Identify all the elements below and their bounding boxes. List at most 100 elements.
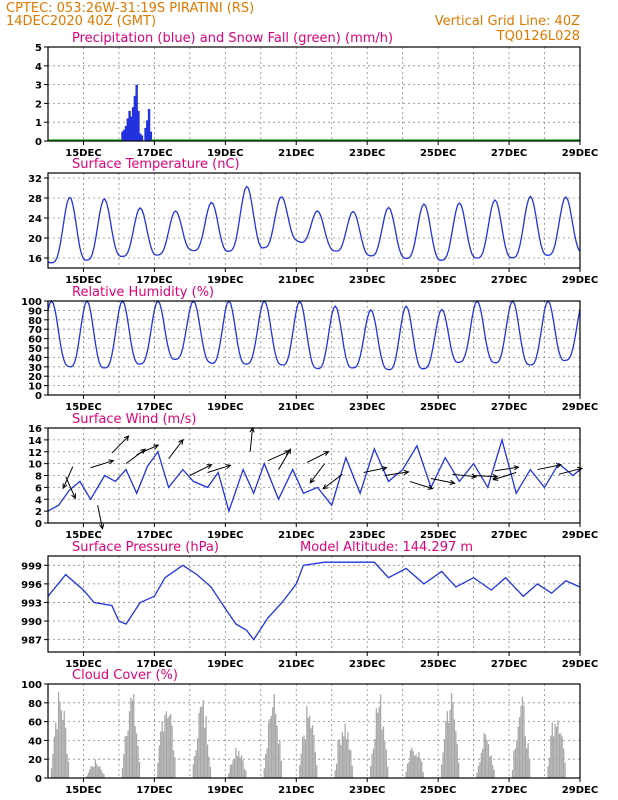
cloud-bar xyxy=(239,757,241,778)
cloud-bar xyxy=(55,722,57,778)
cloud-bar xyxy=(171,725,173,778)
precip-bar xyxy=(126,118,129,141)
y-tick-label: 0 xyxy=(35,774,42,785)
y-tick-label: 70 xyxy=(28,325,42,336)
y-tick-label: 10 xyxy=(28,460,42,471)
y-tick-label: 999 xyxy=(21,561,42,572)
cloud-bar xyxy=(265,754,267,778)
x-tick-label: 23DEC xyxy=(349,785,385,796)
precip-bar xyxy=(144,127,147,141)
cloud-bar xyxy=(414,755,416,778)
x-tick-label: 21DEC xyxy=(278,530,314,541)
x-tick-label: 25DEC xyxy=(420,275,456,286)
cloud-bar xyxy=(527,743,529,778)
cloud-bar xyxy=(517,726,519,778)
cloud-bar xyxy=(311,725,314,778)
cloud-bar xyxy=(411,747,413,778)
cloud-bar xyxy=(66,753,68,778)
cloud-bar xyxy=(560,733,562,778)
wind-arrow-head xyxy=(99,523,105,530)
x-tick-label: 15DEC xyxy=(65,148,101,159)
precip-bar xyxy=(128,110,131,141)
cloud-bar xyxy=(442,752,444,778)
cloud-bar xyxy=(347,731,349,778)
wind-speed-line xyxy=(47,437,581,514)
x-tick-label: 23DEC xyxy=(349,659,385,670)
wind-arrow-head xyxy=(178,438,184,445)
cloud-bar xyxy=(236,755,238,778)
x-tick-label: 19DEC xyxy=(207,785,243,796)
wind-arrow-head xyxy=(153,444,160,450)
x-tick-label: 29DEC xyxy=(562,402,598,413)
y-tick-label: 6 xyxy=(35,483,42,494)
cloud-bar xyxy=(299,765,301,778)
wind-arrow xyxy=(125,448,146,465)
cloud-bar xyxy=(202,699,204,778)
x-tick-label: 27DEC xyxy=(491,275,527,286)
cloud-bar xyxy=(165,711,168,778)
x-tick-label: 23DEC xyxy=(349,275,385,286)
wind-arrow-head xyxy=(555,463,563,469)
panel-4: Surface Pressure (hPa) Model Altitude: 14… xyxy=(21,540,598,670)
x-tick-label: 21DEC xyxy=(278,148,314,159)
cloud-bar xyxy=(304,739,307,778)
cloud-bar xyxy=(198,713,200,778)
x-tick-label: 19DEC xyxy=(207,148,243,159)
cloud-bar xyxy=(276,725,278,778)
cloud-bar xyxy=(384,741,386,778)
cloud-bar xyxy=(557,720,559,778)
y-tick-label: 2 xyxy=(35,507,42,518)
cloud-bar xyxy=(56,729,58,778)
cloud-bar xyxy=(345,738,348,778)
wind-arrow-head xyxy=(323,451,330,456)
wind-arrow-head xyxy=(286,448,292,455)
cloud-bar xyxy=(486,739,488,778)
x-tick-label: 19DEC xyxy=(207,402,243,413)
cloud-bar xyxy=(489,756,491,778)
cloud-bar xyxy=(300,753,302,778)
cloud-bar xyxy=(338,739,341,778)
panel-frame xyxy=(47,683,581,779)
cloud-bar xyxy=(60,710,63,778)
humidity-line xyxy=(47,299,581,371)
wind-arrow xyxy=(384,471,409,476)
cloud-bar xyxy=(348,749,351,778)
cloud-bar xyxy=(208,756,210,778)
x-tick-label: 29DEC xyxy=(562,659,598,670)
cloud-bar xyxy=(335,763,338,778)
cloud-bar xyxy=(280,760,282,778)
wind-arrow xyxy=(494,466,519,472)
cloud-bar xyxy=(484,734,487,778)
cloud-bar xyxy=(170,714,172,778)
cloud-bar xyxy=(483,733,485,778)
wind-arrow xyxy=(136,444,159,456)
panels: Precipitation (blue) and Snow Fall (gree… xyxy=(21,31,598,796)
cloud-bar xyxy=(90,765,92,778)
x-tick-label: 27DEC xyxy=(491,402,527,413)
wind-arrow xyxy=(278,448,291,470)
cloud-bar xyxy=(314,752,317,778)
y-tick-label: 5 xyxy=(35,43,42,54)
x-tick-label: 27DEC xyxy=(491,785,527,796)
x-tick-label: 17DEC xyxy=(136,275,172,286)
cloud-bar xyxy=(516,740,518,778)
wind-arrow-head xyxy=(381,466,388,472)
y-tick-label: 8 xyxy=(35,472,42,483)
panel-1: Surface Temperature (nC) 16 20 24 28 32 15DEC 1… xyxy=(28,157,598,286)
wind-arrow-head xyxy=(449,479,456,485)
cloud-bar xyxy=(385,749,387,778)
x-tick-label: 25DEC xyxy=(420,530,456,541)
cloud-bar xyxy=(245,770,247,778)
y-tick-label: 40 xyxy=(28,736,42,747)
panel-frame xyxy=(47,172,581,269)
x-tick-label: 25DEC xyxy=(420,785,456,796)
cloud-bar xyxy=(351,765,353,778)
cloud-bar xyxy=(231,764,233,778)
cloud-bar xyxy=(443,739,446,778)
wind-arrow xyxy=(97,505,103,529)
y-tick-label: 60 xyxy=(28,335,42,346)
cloud-bar xyxy=(341,731,343,778)
cloud-bar xyxy=(514,748,517,778)
cloud-bar xyxy=(482,748,484,778)
panel-annotation: Model Altitude: 144.297 m xyxy=(300,540,473,555)
